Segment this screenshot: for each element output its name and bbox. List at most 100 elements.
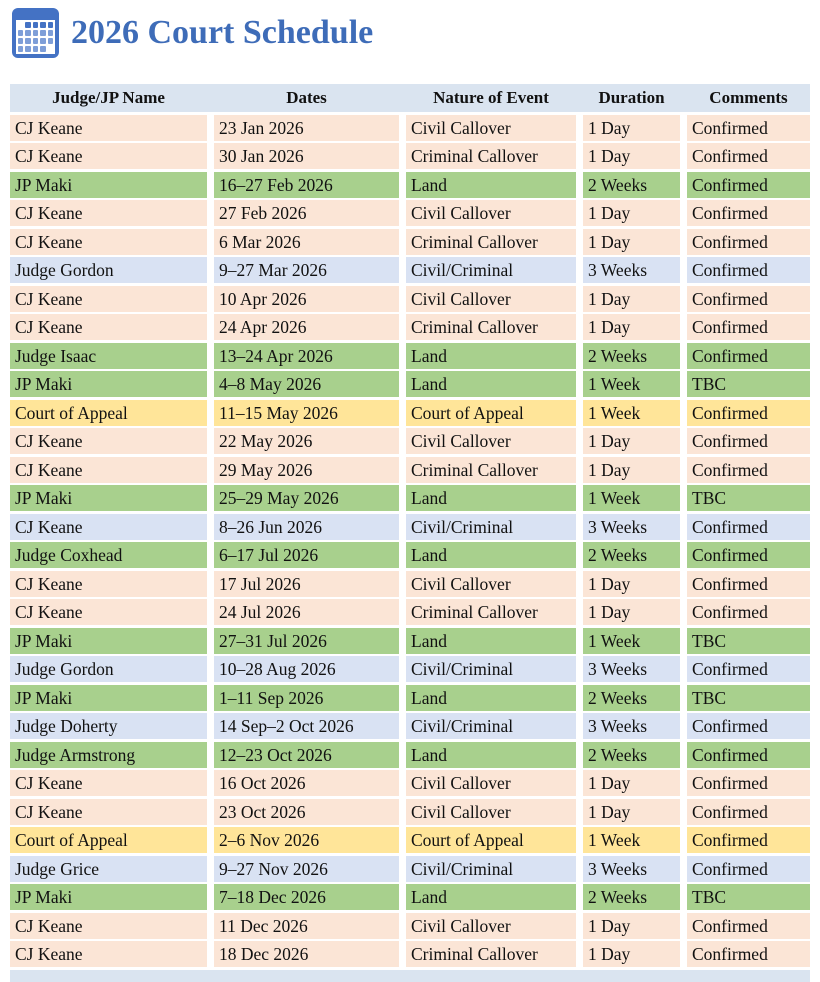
dates-cell: 6–17 Jul 2026: [214, 542, 399, 568]
comments-cell: Confirmed: [687, 912, 810, 939]
dates-cell: 24 Apr 2026: [214, 314, 399, 340]
duration-cell: 1 Day: [583, 599, 680, 625]
judge-name-cell: Judge Gordon: [10, 257, 207, 283]
calendar-icon-cell: [40, 30, 46, 36]
judge-name-cell: CJ Keane: [10, 912, 207, 939]
dates-cell: 6 Mar 2026: [214, 228, 399, 255]
judge-name-cell: CJ Keane: [10, 314, 207, 340]
calendar-icon-cell: [40, 38, 46, 44]
event-cell: Land: [406, 171, 576, 198]
event-cell: Civil/Criminal: [406, 713, 576, 739]
event-cell: Land: [406, 485, 576, 511]
calendar-icon-cell: [32, 22, 39, 28]
comments-cell: Confirmed: [687, 542, 810, 568]
event-cell: Land: [406, 884, 576, 910]
duration-cell: 1 Day: [583, 456, 680, 483]
duration-cell: 1 Day: [583, 200, 680, 226]
event-cell: Civil/Criminal: [406, 656, 576, 682]
table-row: Court of Appeal 2–6 Nov 2026 Court of Appe…: [10, 827, 810, 853]
dates-cell: 11 Dec 2026: [214, 912, 399, 939]
duration-cell: 1 Day: [583, 143, 680, 169]
duration-cell: 1 Day: [583, 114, 680, 141]
table-body: CJ Keane 23 Jan 2026 Civil Callover 1 Day Co…: [10, 114, 810, 967]
judge-name-cell: CJ Keane: [10, 456, 207, 483]
judge-name-cell: CJ Keane: [10, 599, 207, 625]
col-header-judge: Judge/JP Name: [52, 88, 165, 107]
event-cell: Civil Callover: [406, 798, 576, 825]
comments-cell: Confirmed: [687, 798, 810, 825]
table-row: Judge Coxhead 6–17 Jul 2026 Land 2 Weeks Con…: [10, 542, 810, 568]
comments-cell: TBC: [687, 884, 810, 910]
duration-cell: 1 Week: [583, 827, 680, 853]
table-row: CJ Keane 30 Jan 2026 Criminal Callover 1 Da…: [10, 143, 810, 169]
judge-name-cell: CJ Keane: [10, 570, 207, 597]
duration-cell: 1 Day: [583, 798, 680, 825]
table-row: JP Maki 27–31 Jul 2026 Land 1 Week TBC: [10, 627, 810, 654]
duration-cell: 1 Day: [583, 228, 680, 255]
comments-cell: Confirmed: [687, 741, 810, 768]
judge-name-cell: CJ Keane: [10, 200, 207, 226]
table-row: Judge Gordon 9–27 Mar 2026 Civil/Criminal 3…: [10, 257, 810, 283]
dates-cell: 17 Jul 2026: [214, 570, 399, 597]
judge-name-cell: Judge Doherty: [10, 713, 207, 739]
dates-cell: 23 Oct 2026: [214, 798, 399, 825]
dates-cell: 16–27 Feb 2026: [214, 171, 399, 198]
table-row: Judge Armstrong 12–23 Oct 2026 Land 2 Weeks…: [10, 741, 810, 768]
comments-cell: Confirmed: [687, 200, 810, 226]
table-row: CJ Keane 29 May 2026 Criminal Callover 1 Da…: [10, 456, 810, 483]
duration-cell: 3 Weeks: [583, 656, 680, 682]
calendar-icon-cell: [18, 38, 24, 44]
table-row: CJ Keane 18 Dec 2026 Criminal Callover 1 Da…: [10, 941, 810, 967]
table-row: CJ Keane 24 Jul 2026 Criminal Callover 1 Da…: [10, 599, 810, 625]
comments-cell: TBC: [687, 627, 810, 654]
duration-cell: 1 Day: [583, 570, 680, 597]
event-cell: Civil/Criminal: [406, 257, 576, 283]
duration-cell: 2 Weeks: [583, 741, 680, 768]
judge-name-cell: Judge Gordon: [10, 656, 207, 682]
event-cell: Civil Callover: [406, 428, 576, 454]
duration-cell: 1 Week: [583, 371, 680, 397]
page-header: 2026 Court Schedule: [12, 8, 373, 58]
duration-cell: 1 Day: [583, 941, 680, 967]
comments-cell: Confirmed: [687, 228, 810, 255]
calendar-icon-cell: [18, 30, 24, 36]
duration-cell: 1 Day: [583, 285, 680, 312]
calendar-icon: [12, 8, 59, 58]
event-cell: Civil Callover: [406, 285, 576, 312]
duration-cell: 1 Day: [583, 912, 680, 939]
event-cell: Civil Callover: [406, 912, 576, 939]
calendar-icon-cell: [32, 38, 39, 44]
dates-cell: 11–15 May 2026: [214, 399, 399, 426]
calendar-icon-cell: [47, 22, 53, 28]
table-row: CJ Keane 10 Apr 2026 Civil Callover 1 Day Co…: [10, 285, 810, 312]
dates-cell: 9–27 Nov 2026: [214, 855, 399, 882]
table-row: Judge Isaac 13–24 Apr 2026 Land 2 Weeks Conf…: [10, 342, 810, 369]
judge-name-cell: Judge Grice: [10, 855, 207, 882]
duration-cell: 1 Day: [583, 428, 680, 454]
duration-cell: 1 Week: [583, 627, 680, 654]
event-cell: Land: [406, 371, 576, 397]
judge-name-cell: JP Maki: [10, 485, 207, 511]
event-cell: Land: [406, 627, 576, 654]
table-row: Judge Grice 9–27 Nov 2026 Civil/Criminal 3 …: [10, 855, 810, 882]
calendar-icon-cell: [47, 38, 53, 44]
event-cell: Civil Callover: [406, 200, 576, 226]
event-cell: Land: [406, 342, 576, 369]
table-row: CJ Keane 17 Jul 2026 Civil Callover 1 Day Co…: [10, 570, 810, 597]
calendar-icon-cell: [40, 22, 46, 28]
table-row: CJ Keane 16 Oct 2026 Civil Callover 1 Day Co…: [10, 770, 810, 796]
table-row: Judge Gordon 10–28 Aug 2026 Civil/Criminal…: [10, 656, 810, 682]
comments-cell: Confirmed: [687, 599, 810, 625]
event-cell: Criminal Callover: [406, 228, 576, 255]
dates-cell: 13–24 Apr 2026: [214, 342, 399, 369]
event-cell: Civil Callover: [406, 570, 576, 597]
comments-cell: Confirmed: [687, 114, 810, 141]
comments-cell: Confirmed: [687, 713, 810, 739]
comments-cell: Confirmed: [687, 456, 810, 483]
duration-cell: 2 Weeks: [583, 542, 680, 568]
event-cell: Criminal Callover: [406, 314, 576, 340]
duration-cell: 3 Weeks: [583, 513, 680, 540]
table-header-row: Judge/JP Name Dates Nature of Event Dura…: [10, 84, 810, 112]
table-row: CJ Keane 27 Feb 2026 Civil Callover 1 Day Co…: [10, 200, 810, 226]
comments-cell: TBC: [687, 684, 810, 711]
